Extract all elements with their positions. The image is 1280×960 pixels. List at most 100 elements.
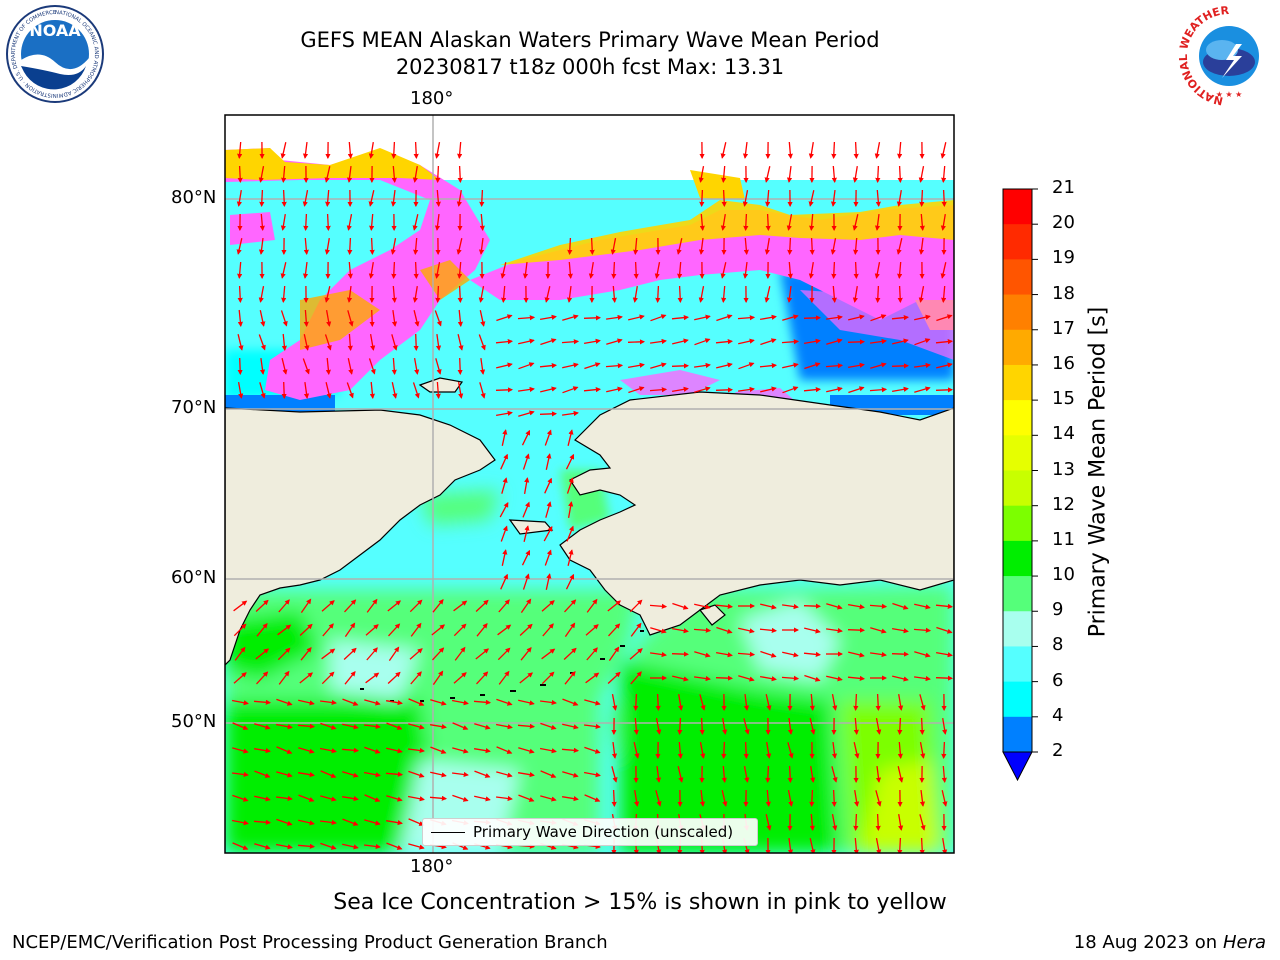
legend-label: Primary Wave Direction (unscaled) bbox=[473, 823, 734, 841]
wave-direction-arrow bbox=[346, 213, 353, 231]
wave-direction-arrow bbox=[545, 501, 552, 518]
wave-direction-arrow bbox=[782, 386, 799, 394]
colorbar-tick-label: 14 bbox=[1052, 423, 1075, 445]
wave-direction-arrow bbox=[500, 453, 508, 470]
wave-direction-arrow bbox=[633, 742, 640, 759]
wave-direction-arrow bbox=[410, 671, 422, 685]
wave-direction-arrow bbox=[476, 671, 489, 685]
wave-direction-arrow bbox=[847, 627, 866, 633]
wave-direction-arrow bbox=[475, 599, 489, 612]
wave-direction-arrow bbox=[237, 261, 243, 280]
wave-direction-arrow bbox=[869, 387, 888, 393]
wave-direction-arrow bbox=[935, 339, 954, 345]
wave-direction-arrow bbox=[541, 648, 556, 660]
wave-direction-arrow bbox=[541, 600, 555, 612]
sea-ice-note: Sea Ice Concentration > 15% is shown in … bbox=[333, 890, 947, 915]
wave-direction-arrow bbox=[234, 646, 246, 661]
lat-tick-80n: 80°N bbox=[171, 187, 217, 208]
wave-direction-arrow bbox=[721, 165, 727, 184]
wave-direction-arrow bbox=[363, 771, 381, 778]
wave-direction-arrow bbox=[935, 675, 954, 681]
wave-direction-arrow bbox=[566, 477, 574, 494]
wave-direction-arrow bbox=[678, 693, 684, 711]
wave-direction-arrow bbox=[606, 386, 623, 393]
wave-direction-arrow bbox=[567, 261, 573, 280]
wave-direction-arrow bbox=[368, 190, 375, 207]
map-legend: Primary Wave Direction (unscaled) bbox=[422, 818, 758, 846]
wave-direction-arrow bbox=[914, 651, 931, 658]
wave-direction-arrow bbox=[302, 358, 310, 375]
wave-direction-arrow bbox=[386, 842, 403, 850]
wave-direction-arrow bbox=[919, 837, 925, 853]
wave-direction-arrow bbox=[870, 338, 887, 345]
wave-direction-arrow bbox=[941, 741, 947, 760]
wave-direction-arrow bbox=[302, 262, 309, 279]
land-masses bbox=[225, 377, 954, 666]
wave-direction-arrow bbox=[629, 648, 643, 660]
wave-direction-arrow bbox=[649, 603, 668, 609]
wave-direction-arrow bbox=[831, 693, 838, 711]
wave-direction-arrow bbox=[303, 309, 309, 328]
wave-direction-arrow bbox=[914, 603, 931, 610]
wave-direction-arrow bbox=[716, 362, 733, 369]
wave-direction-arrow bbox=[721, 741, 727, 760]
wave-direction-arrow bbox=[429, 724, 447, 730]
colorbar-tick-label: 17 bbox=[1052, 317, 1075, 339]
wave-direction-arrow bbox=[496, 746, 513, 754]
wave-direction-arrow bbox=[782, 314, 799, 321]
figure-subtitle: 20230817 t18z 000h fcst Max: 13.31 bbox=[395, 55, 785, 79]
colorbar-tick-label: 21 bbox=[1052, 177, 1075, 198]
wave-direction-arrow bbox=[720, 262, 727, 279]
wave-direction-arrow bbox=[342, 843, 359, 850]
wave-direction-arrow bbox=[412, 165, 418, 183]
wave-direction-arrow bbox=[583, 387, 602, 393]
wave-direction-arrow bbox=[853, 742, 860, 759]
wave-direction-arrow bbox=[259, 382, 266, 399]
wave-direction-arrow bbox=[831, 766, 838, 783]
wave-direction-arrow bbox=[760, 603, 777, 610]
wave-direction-arrow bbox=[430, 771, 447, 778]
colorbar-swatch bbox=[1003, 435, 1032, 471]
wave-direction-arrow bbox=[522, 262, 529, 279]
wave-direction-arrow bbox=[672, 602, 689, 610]
wave-direction-arrow bbox=[391, 334, 398, 351]
wave-direction-arrow bbox=[435, 285, 441, 304]
wave-direction-arrow bbox=[720, 142, 727, 159]
wave-direction-arrow bbox=[765, 694, 772, 711]
wave-direction-arrow bbox=[869, 603, 888, 609]
wave-direction-arrow bbox=[258, 165, 265, 183]
wave-direction-arrow bbox=[914, 675, 931, 682]
wave-direction-arrow bbox=[501, 429, 508, 446]
wave-direction-arrow bbox=[474, 770, 491, 778]
wave-direction-arrow bbox=[564, 670, 576, 685]
wave-direction-arrow bbox=[236, 189, 242, 207]
wave-direction-arrow bbox=[518, 410, 535, 417]
wave-direction-arrow bbox=[408, 818, 425, 826]
wave-direction-arrow bbox=[369, 381, 375, 400]
wave-direction-arrow bbox=[831, 261, 837, 280]
wave-direction-arrow bbox=[478, 238, 485, 255]
wave-direction-arrow bbox=[699, 790, 706, 807]
wave-direction-arrow bbox=[364, 746, 381, 754]
wave-direction-arrow bbox=[567, 501, 574, 519]
wave-direction-arrow bbox=[298, 747, 315, 754]
wave-direction-arrow bbox=[935, 603, 954, 609]
wave-direction-arrow bbox=[671, 363, 690, 369]
wave-direction-arrow bbox=[321, 600, 335, 612]
wave-direction-arrow bbox=[760, 650, 777, 658]
wave-direction-arrow bbox=[253, 748, 271, 754]
wave-direction-arrow bbox=[320, 770, 337, 778]
wave-direction-arrow bbox=[897, 837, 903, 853]
wave-direction-arrow bbox=[256, 671, 269, 685]
wave-direction-arrow bbox=[303, 334, 310, 351]
wave-direction-arrow bbox=[694, 362, 711, 369]
colorbar-swatch bbox=[1003, 646, 1032, 683]
wave-direction-arrow bbox=[853, 717, 859, 736]
wave-direction-arrow bbox=[874, 141, 881, 159]
wave-direction-arrow bbox=[364, 819, 381, 826]
wave-direction-arrow bbox=[324, 286, 331, 303]
wave-direction-arrow bbox=[721, 189, 727, 208]
colorbar-swatch bbox=[1003, 224, 1032, 260]
wave-direction-arrow bbox=[258, 334, 266, 351]
wave-direction-arrow bbox=[610, 237, 617, 255]
